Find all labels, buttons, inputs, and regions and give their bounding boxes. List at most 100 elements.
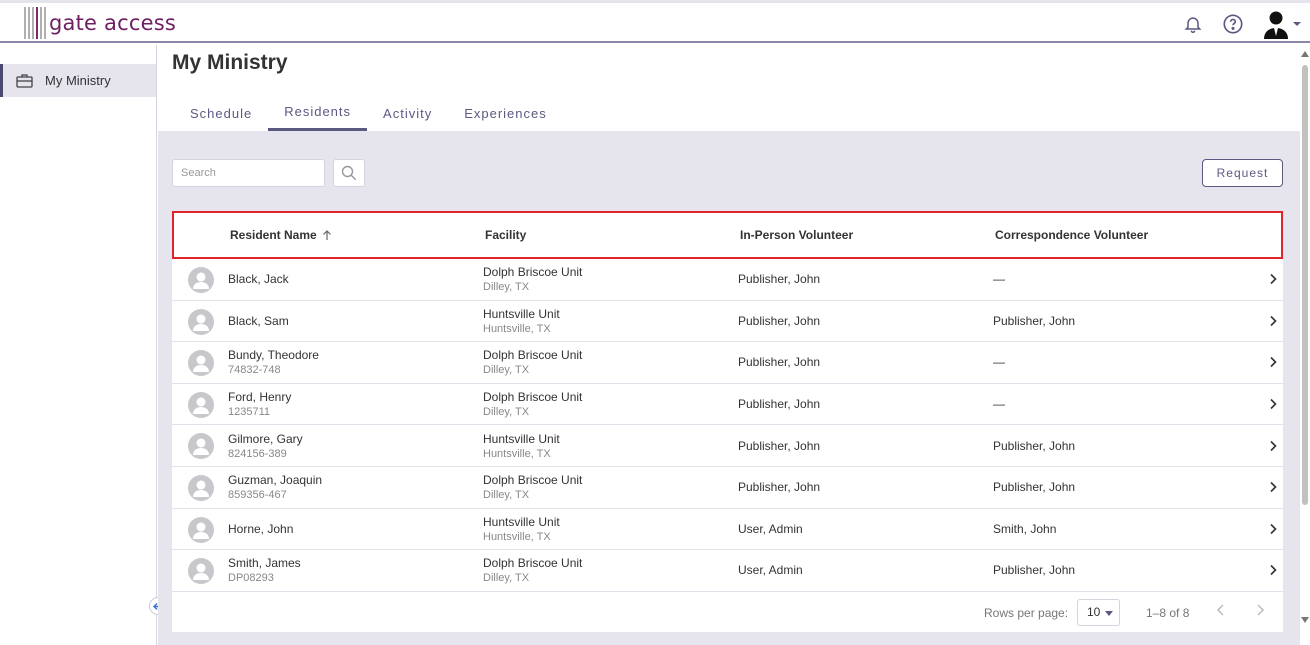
resident-name-cell: Black, Sam xyxy=(228,301,289,342)
facility-location: Dilley, TX xyxy=(483,406,530,419)
tab-experiences[interactable]: Experiences xyxy=(464,105,547,121)
page-scrollbar[interactable] xyxy=(1300,45,1310,645)
next-page-button[interactable] xyxy=(1255,603,1265,620)
correspondence-volunteer-cell: Publisher, John xyxy=(993,480,1076,495)
facility-cell: Huntsville Unit Huntsville, TX xyxy=(483,509,560,550)
logo-bars-icon xyxy=(24,7,46,39)
rows-per-page-value: 10 xyxy=(1087,605,1101,620)
in-person-volunteer-cell: Publisher, John xyxy=(738,272,821,287)
search-input[interactable]: Search xyxy=(172,159,325,187)
facility-name: Dolph Briscoe Unit xyxy=(483,348,583,363)
tab-bar: Schedule Residents Activity Experiences xyxy=(174,95,563,131)
sidebar: My Ministry xyxy=(0,45,157,645)
briefcase-icon xyxy=(16,73,33,88)
bell-icon[interactable] xyxy=(1182,12,1204,36)
resident-avatar-icon xyxy=(188,433,214,460)
in-person-volunteer-cell: Publisher, John xyxy=(738,397,821,412)
resident-avatar-icon xyxy=(188,391,214,418)
resident-name: Guzman, Joaquin xyxy=(228,473,323,488)
tab-residents[interactable]: Residents xyxy=(268,95,368,131)
resident-id: 824156-389 xyxy=(228,447,287,460)
facility-cell: Dolph Briscoe Unit Dilley, TX xyxy=(483,259,582,300)
scroll-thumb[interactable] xyxy=(1302,65,1308,505)
correspondence-volunteer-cell: Smith, John xyxy=(993,521,1057,536)
rows-per-page-select[interactable]: 10 xyxy=(1077,598,1120,626)
sort-ascending-icon xyxy=(322,230,331,240)
tab-activity[interactable]: Activity xyxy=(383,105,433,121)
in-person-volunteer-cell: Publisher, John xyxy=(738,313,821,328)
resident-name: Bundy, Theodore xyxy=(228,348,319,363)
facility-name: Huntsville Unit xyxy=(483,514,560,529)
facility-location: Dilley, TX xyxy=(483,364,530,377)
column-header-resident-name[interactable]: Resident Name xyxy=(230,228,333,242)
resident-avatar-icon xyxy=(188,350,214,377)
chevron-down-icon xyxy=(1293,22,1301,26)
column-header-in-person-volunteer[interactable]: In-Person Volunteer xyxy=(740,228,854,242)
table-row[interactable]: Black, Jack Dolph Briscoe Unit Dilley, TX P… xyxy=(172,259,1283,301)
column-header-facility[interactable]: Facility xyxy=(485,228,527,242)
row-chevron-right-icon[interactable] xyxy=(1269,301,1277,342)
top-bar: gate access xyxy=(0,0,1310,43)
pagination: Rows per page: 10 1–8 of 8 xyxy=(172,592,1283,632)
search-button[interactable] xyxy=(333,159,365,187)
scroll-up-icon[interactable] xyxy=(1301,51,1309,57)
main-content: My Ministry Schedule Residents Activity … xyxy=(158,45,1300,645)
facility-location: Dilley, TX xyxy=(483,489,530,502)
row-chevron-right-icon[interactable] xyxy=(1269,259,1277,300)
row-chevron-right-icon[interactable] xyxy=(1269,425,1277,466)
logo-text: gate access xyxy=(49,11,176,35)
tab-schedule[interactable]: Schedule xyxy=(190,105,253,121)
in-person-volunteer-cell: User, Admin xyxy=(738,563,803,578)
table-row[interactable]: Black, Sam Huntsville Unit Huntsville, TX P… xyxy=(172,301,1283,343)
user-menu[interactable] xyxy=(1262,9,1302,39)
resident-id: 859356-467 xyxy=(228,489,287,502)
resident-avatar-icon xyxy=(188,558,214,585)
column-header-correspondence-volunteer[interactable]: Correspondence Volunteer xyxy=(995,228,1149,242)
correspondence-volunteer-cell: — xyxy=(993,397,1005,412)
table-row[interactable]: Guzman, Joaquin 859356-467 Dolph Briscoe U… xyxy=(172,467,1283,509)
in-person-volunteer-cell: Publisher, John xyxy=(738,355,821,370)
pagination-range: 1–8 of 8 xyxy=(1146,605,1190,620)
sidebar-item-my-ministry[interactable]: My Ministry xyxy=(0,64,156,97)
facility-location: Huntsville, TX xyxy=(483,322,551,335)
correspondence-volunteer-cell: Publisher, John xyxy=(993,438,1076,453)
table-row[interactable]: Ford, Henry 1235711 Dolph Briscoe Unit Dill… xyxy=(172,384,1283,426)
resident-name-cell: Guzman, Joaquin 859356-467 xyxy=(228,467,322,508)
facility-location: Dilley, TX xyxy=(483,281,530,294)
scroll-down-icon[interactable] xyxy=(1301,617,1309,623)
facility-name: Huntsville Unit xyxy=(483,431,560,446)
row-chevron-right-icon[interactable] xyxy=(1269,467,1277,508)
resident-id: 1235711 xyxy=(228,406,271,419)
residents-panel: Search Request Resident Name Facility In… xyxy=(158,131,1300,645)
table-row[interactable]: Gilmore, Gary 824156-389 Huntsville Unit Hu… xyxy=(172,425,1283,467)
row-chevron-right-icon[interactable] xyxy=(1269,384,1277,425)
previous-page-button[interactable] xyxy=(1216,603,1226,620)
row-chevron-right-icon[interactable] xyxy=(1269,509,1277,550)
correspondence-volunteer-cell: Publisher, John xyxy=(993,313,1076,328)
help-icon[interactable] xyxy=(1222,12,1244,36)
table-row[interactable]: Smith, James DP08293 Dolph Briscoe Unit Dil… xyxy=(172,550,1283,592)
request-button[interactable]: Request xyxy=(1202,159,1283,187)
table-row[interactable]: Bundy, Theodore 74832-748 Dolph Briscoe Un… xyxy=(172,342,1283,384)
chevron-right-icon xyxy=(1257,604,1265,616)
facility-cell: Huntsville Unit Huntsville, TX xyxy=(483,301,560,342)
row-chevron-right-icon[interactable] xyxy=(1269,550,1277,591)
table-header: Resident Name Facility In-Person Volunte… xyxy=(172,211,1283,259)
app-logo[interactable]: gate access xyxy=(24,6,176,40)
row-chevron-right-icon[interactable] xyxy=(1269,342,1277,383)
table-row[interactable]: Horne, John Huntsville Unit Huntsville, TX… xyxy=(172,509,1283,551)
sidebar-item-label: My Ministry xyxy=(45,73,111,88)
resident-avatar-icon xyxy=(188,516,214,543)
resident-name: Ford, Henry xyxy=(228,390,292,405)
residents-table: Resident Name Facility In-Person Volunte… xyxy=(172,211,1283,632)
resident-name: Gilmore, Gary xyxy=(228,431,303,446)
resident-name-cell: Bundy, Theodore 74832-748 xyxy=(228,342,319,383)
resident-avatar-icon xyxy=(188,474,214,501)
resident-avatar-icon xyxy=(188,267,214,293)
facility-location: Huntsville, TX xyxy=(483,530,551,543)
dropdown-caret-icon xyxy=(1105,610,1113,616)
resident-name: Smith, James xyxy=(228,556,301,571)
facility-name: Dolph Briscoe Unit xyxy=(483,390,583,405)
chevron-left-icon xyxy=(1216,604,1224,616)
facility-cell: Dolph Briscoe Unit Dilley, TX xyxy=(483,550,582,591)
